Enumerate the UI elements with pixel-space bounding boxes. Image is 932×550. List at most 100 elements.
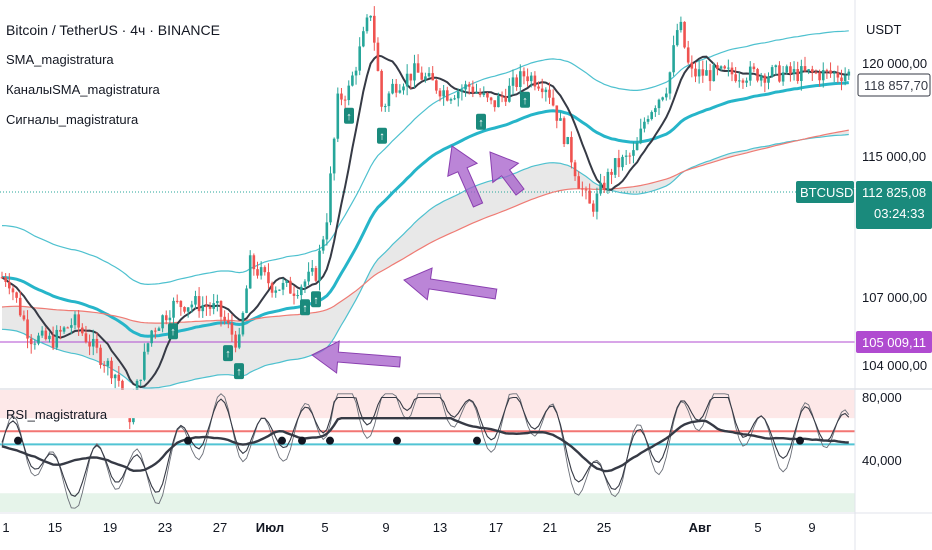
rsi-cross-dot <box>14 436 22 445</box>
candle-body <box>446 90 449 101</box>
candle-body <box>369 15 372 18</box>
candle-body <box>241 312 245 335</box>
candle-body <box>668 72 672 94</box>
candle-body <box>354 70 358 76</box>
candle-body <box>373 15 376 43</box>
candle-body <box>106 360 110 366</box>
sma-price-tag: 118 857,70 <box>857 73 931 97</box>
candle-body <box>0 277 4 279</box>
candle-body <box>537 86 540 89</box>
signal-marker <box>223 345 233 362</box>
candle-body <box>497 95 500 108</box>
candle-body <box>237 334 241 348</box>
candle-body <box>540 88 544 93</box>
last-price-tag-text: 112 825,08 <box>862 185 926 200</box>
candle-body <box>310 268 314 272</box>
candle-body <box>825 70 829 72</box>
candle-body <box>646 119 650 122</box>
candle-body <box>146 343 150 352</box>
rsi-line <box>1 396 850 497</box>
time-tick: 27 <box>213 520 227 535</box>
candle-body <box>697 69 701 77</box>
candle-body <box>190 304 194 308</box>
candle-body <box>719 66 723 69</box>
candle-body <box>347 85 351 101</box>
candle-body <box>267 272 270 284</box>
legend-sma[interactable]: SMA_magistratura <box>6 52 114 67</box>
candle-body <box>99 347 102 366</box>
candle-body <box>573 162 577 177</box>
currency-label[interactable]: USDT <box>866 22 901 37</box>
candle-body <box>303 281 307 287</box>
channel-mid-line <box>1 81 849 338</box>
slow-ma-line <box>1 129 849 324</box>
rsi-tick-40: 40,000 <box>862 453 902 468</box>
candle-body <box>679 21 683 31</box>
candle-body <box>391 83 394 94</box>
legend-channels[interactable]: КаналыSMA_magistratura <box>6 82 161 97</box>
candle-body <box>836 72 840 78</box>
candle-body <box>694 68 697 77</box>
candle-body <box>774 65 778 68</box>
signal-marker <box>377 127 387 144</box>
candle-body <box>139 379 142 381</box>
signal-arrow-label: ↑ <box>170 326 176 338</box>
candle-body <box>325 222 329 240</box>
candle-body <box>263 267 267 273</box>
candle-body <box>807 69 810 71</box>
candle-body <box>716 65 719 69</box>
candle-body <box>33 343 37 345</box>
signal-marker <box>520 91 530 108</box>
candle-body <box>690 62 694 69</box>
candle-body <box>387 93 391 107</box>
candle-body <box>179 300 183 308</box>
candle-body <box>358 46 361 71</box>
candle-body <box>8 281 11 289</box>
candle-body <box>562 118 566 145</box>
candle-body <box>336 93 340 139</box>
candle-body <box>453 98 456 100</box>
candle-body <box>621 156 624 168</box>
candle-body <box>245 288 248 313</box>
candle-body <box>318 250 321 281</box>
candle-body <box>300 286 303 296</box>
candle-body <box>161 315 164 329</box>
candle-body <box>321 239 325 251</box>
candle-body <box>581 188 584 190</box>
time-tick: 25 <box>597 520 611 535</box>
candle-body <box>402 86 405 91</box>
rsi-cross-dot <box>278 436 286 445</box>
signal-arrow-label: ↑ <box>478 117 484 129</box>
candle-body <box>555 105 559 121</box>
rsi-cross-dot <box>184 436 192 445</box>
candle-body <box>442 90 445 97</box>
symbol-title[interactable]: Bitcoin / TetherUS · 4ч · BINANCE <box>6 22 220 38</box>
rsi-tick-80: 80,000 <box>862 390 902 405</box>
candle-body <box>519 71 522 88</box>
candle-body <box>464 84 467 90</box>
candle-body <box>734 74 737 82</box>
symbol-price-tag: BTCUSDT 112 825,08 03:24:33 <box>796 181 932 229</box>
candle-body <box>624 155 628 157</box>
candle-body <box>617 158 621 168</box>
price-tick-120000: 120 000,00 <box>862 56 927 71</box>
legend-signals[interactable]: Сигналы_magistratura <box>6 112 139 127</box>
countdown-timer: 03:24:33 <box>874 206 925 221</box>
time-axis[interactable]: 1 15 19 23 27 Июл 5 9 13 17 21 25 Авг 5 9 <box>2 520 815 535</box>
candle-body <box>785 66 789 73</box>
candle-body <box>227 320 230 324</box>
candle-body <box>770 67 774 77</box>
legend-rsi[interactable]: RSI_magistratura <box>6 407 108 422</box>
candle-body <box>559 118 562 121</box>
candle-body <box>11 288 15 293</box>
signal-arrow-label: ↑ <box>236 366 242 378</box>
candle-body <box>606 171 610 191</box>
candle-body <box>413 63 416 81</box>
candle-body <box>584 189 588 191</box>
annotation-arrow <box>403 267 498 301</box>
candle-body <box>566 137 570 145</box>
candle-body <box>150 330 153 344</box>
time-tick: 15 <box>48 520 62 535</box>
candle-body <box>781 72 785 82</box>
